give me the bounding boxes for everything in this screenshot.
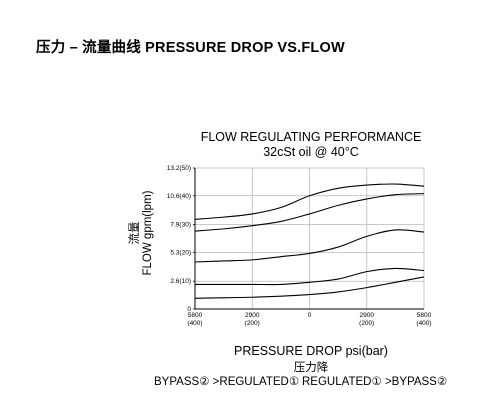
x-tick-sublabel: (200)	[359, 320, 374, 327]
series-line-2	[194, 193, 425, 232]
series-line-3	[194, 229, 425, 263]
y-tick-label: 0	[187, 306, 191, 313]
legend-bypass-to-regulated: BYPASS② >REGULATED①	[154, 376, 300, 388]
y-tick-label: 10.6(40)	[167, 193, 191, 200]
legend-regulated-to-bypass: REGULATED① >BYPASS②	[302, 376, 448, 388]
y-tick-label: 5.3(20)	[170, 249, 191, 256]
y-tick-label: 7.9(30)	[170, 222, 191, 229]
series-line-1	[194, 183, 425, 220]
y-tick-label: 13.2(50)	[167, 165, 191, 172]
x-tick-label: 5800	[188, 312, 203, 319]
x-tick-label: 0	[308, 312, 312, 319]
y-tick-label: 2.6(10)	[170, 278, 191, 285]
x-tick-sublabel: (400)	[187, 320, 202, 327]
page-heading: 压力 – 流量曲线 PRESSURE DROP VS.FLOW	[36, 40, 345, 56]
chart-subtitle: 32cSt oil @ 40°C	[263, 145, 359, 159]
series-line-4	[195, 267, 425, 286]
x-axis-label: PRESSURE DROP psi(bar)	[234, 344, 388, 358]
x-tick-sublabel: (200)	[245, 320, 260, 327]
chart-title: FLOW REGULATING PERFORMANCE	[200, 130, 422, 144]
x-tick-label: 2900	[360, 312, 375, 319]
series-line-5	[194, 276, 425, 299]
x-axis-label-cn: 压力降	[293, 362, 329, 374]
x-tick-label: 2900	[245, 312, 260, 319]
x-tick-sublabel: (400)	[416, 320, 431, 327]
x-tick-label: 5800	[417, 312, 432, 319]
